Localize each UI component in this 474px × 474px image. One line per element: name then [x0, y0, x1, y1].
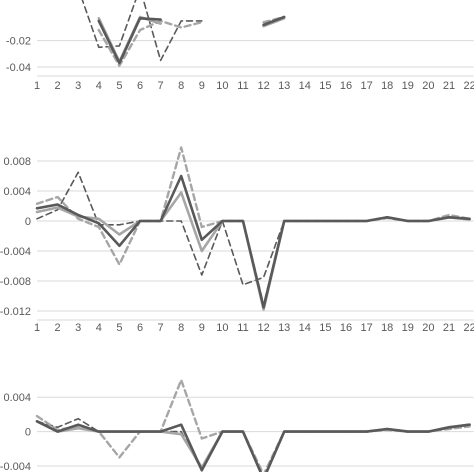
x-tick-label: 12	[257, 322, 269, 334]
x-tick-label: 14	[299, 322, 311, 334]
x-tick-label: 13	[278, 80, 290, 92]
x-tick-label: 22	[463, 80, 474, 92]
x-tick-label: 1	[34, 322, 40, 334]
chart-panel-top: -0.02-0.041 2 3 4 5 6 7 8 9 10 11 12 13 14 15 16 17 18 19 2…	[6, 0, 474, 92]
y-tick-label: -0.04	[6, 62, 31, 74]
x-tick-label: 20	[422, 80, 434, 92]
x-tick-label: 7	[158, 322, 164, 334]
series-group	[35, 146, 471, 311]
y-tick-label: 0.004	[3, 186, 31, 198]
x-tick-label: 8	[178, 322, 184, 334]
y-tick-label: -0.004	[0, 461, 31, 473]
x-tick-label: 16	[340, 322, 352, 334]
x-tick-label: 2	[55, 80, 61, 92]
x-tick-label: 10	[216, 322, 228, 334]
x-tick-label: 6	[137, 80, 143, 92]
y-tick-label: 0.008	[3, 156, 31, 168]
y-tick-label: -0.004	[0, 246, 31, 258]
x-tick-label: 15	[319, 80, 331, 92]
x-tick-label: 21	[443, 80, 455, 92]
series-line-dark-solid	[35, 174, 471, 309]
x-tick-label: 9	[199, 322, 205, 334]
x-tick-label: 13	[278, 322, 290, 334]
y-tick-label: -0.012	[0, 306, 31, 318]
x-tick-label: 1	[34, 80, 40, 92]
x-tick-label: 14	[299, 80, 311, 92]
x-tick-label: 16	[340, 80, 352, 92]
series-group	[81, 0, 286, 67]
x-tick-label: 8	[178, 80, 184, 92]
x-tick-label: 2	[55, 322, 61, 334]
x-tick-label: 17	[360, 80, 372, 92]
series-line-dark-solid	[97, 15, 286, 65]
x-tick-label: 18	[381, 322, 393, 334]
x-tick-label: 7	[158, 80, 164, 92]
x-tick-label: 6	[137, 322, 143, 334]
x-tick-label: 12	[257, 80, 269, 92]
x-tick-label: 11	[237, 322, 248, 334]
x-tick-label: 19	[402, 322, 414, 334]
x-tick-label: 4	[96, 80, 102, 92]
x-tick-label: 11	[237, 80, 248, 92]
series-line-light-dashed	[35, 378, 471, 472]
x-tick-label: 4	[96, 322, 102, 334]
x-tick-label: 3	[75, 80, 81, 92]
y-tick-label: -0.02	[6, 36, 31, 48]
x-tick-label: 15	[319, 322, 331, 334]
x-tick-label: 22	[463, 322, 474, 334]
y-tick-label: 0	[25, 427, 31, 439]
y-tick-label: -0.008	[0, 276, 31, 288]
y-tick-label: 0	[25, 216, 31, 228]
series-line-dark-dashed	[81, 0, 203, 62]
x-tick-label: 9	[199, 80, 205, 92]
x-tick-label: 17	[360, 322, 372, 334]
series-line-dark-solid	[35, 420, 471, 472]
x-tick-label: 18	[381, 80, 393, 92]
x-tick-label: 21	[443, 322, 455, 334]
x-tick-label: 3	[75, 322, 81, 334]
x-tick-label: 20	[422, 322, 434, 334]
chart-panel-bottom: 0.004 0 -0.004	[0, 378, 474, 473]
x-tick-label: 5	[116, 322, 122, 334]
series-group	[35, 378, 471, 472]
y-tick-label: 0.004	[3, 392, 31, 404]
x-tick-label: 5	[116, 80, 122, 92]
x-tick-label: 10	[216, 80, 228, 92]
x-tick-label: 19	[402, 80, 414, 92]
